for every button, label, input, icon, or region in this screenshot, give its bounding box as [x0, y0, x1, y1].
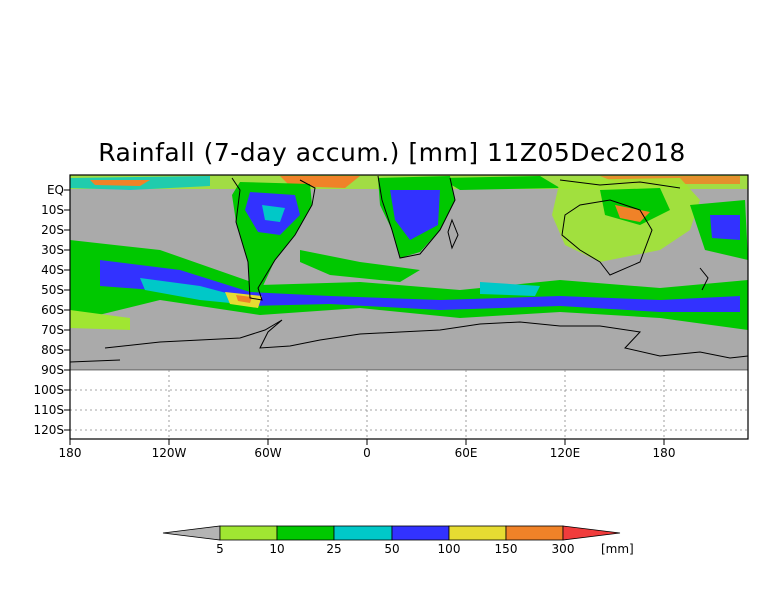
lon-label: 60W — [254, 446, 282, 460]
lon-ticks — [69, 439, 665, 445]
lat-label: 70S — [41, 323, 64, 337]
colorbar-label: 25 — [326, 542, 342, 556]
lon-label: 180 — [58, 446, 82, 460]
lat-label: 80S — [41, 343, 64, 357]
madagascar-coast — [447, 218, 459, 250]
colorbar-below-triangle — [162, 525, 221, 541]
australia-coast — [561, 199, 653, 276]
south-america-coast — [231, 177, 316, 301]
lon-label: 180 — [652, 446, 676, 460]
colorbar-label: 50 — [384, 542, 400, 556]
lat-label: 20S — [41, 223, 64, 237]
gridlines — [70, 370, 748, 439]
map-title: Rainfall (7-day accum.) [mm] 11Z05Dec201… — [98, 138, 686, 167]
colorbar-segment-5-10 — [219, 525, 278, 541]
colorbar-label: 150 — [494, 542, 518, 556]
colorbar-above-triangle — [562, 525, 621, 541]
lat-label: 110S — [33, 403, 64, 417]
lat-label: 10S — [41, 203, 64, 217]
lon-label: 120W — [151, 446, 187, 460]
colorbar-segment-100-150 — [448, 525, 507, 541]
africa-coast — [377, 175, 456, 259]
lat-label: 40S — [41, 263, 64, 277]
indonesia-coast — [559, 179, 681, 189]
lat-label: 120S — [33, 423, 64, 437]
colorbar-label: 300 — [551, 542, 575, 556]
lon-label: 60E — [454, 446, 478, 460]
coastlines — [231, 175, 709, 301]
plot-frame — [69, 174, 749, 440]
lat-label: 30S — [41, 243, 64, 257]
lat-label: EQ — [46, 183, 64, 197]
colorbar-unit: [mm] — [601, 542, 634, 556]
lat-label: 50S — [41, 283, 64, 297]
lat-label: 60S — [41, 303, 64, 317]
new-zealand-coast — [699, 267, 709, 291]
lat-label: 100S — [33, 383, 64, 397]
lon-label: 120E — [549, 446, 581, 460]
colorbar-segment-10-25 — [276, 525, 335, 541]
colorbar-label: 5 — [216, 542, 224, 556]
south-america-rain — [232, 182, 312, 298]
lat-label: 90S — [41, 363, 64, 377]
colorbar-segment-25-50 — [333, 525, 393, 541]
rain-band-storm-track — [70, 240, 748, 330]
lon-label: 0 — [363, 446, 371, 460]
colorbar-segment-50-100 — [391, 525, 450, 541]
australia-rain — [552, 178, 748, 262]
colorbar — [162, 525, 621, 541]
colorbar-label: 100 — [437, 542, 461, 556]
colorbar-segment-150-300 — [505, 525, 564, 541]
colorbar-label: 10 — [269, 542, 285, 556]
antarctica-outline — [69, 319, 749, 363]
africa-rain — [378, 176, 455, 258]
lat-ticks — [64, 189, 70, 431]
